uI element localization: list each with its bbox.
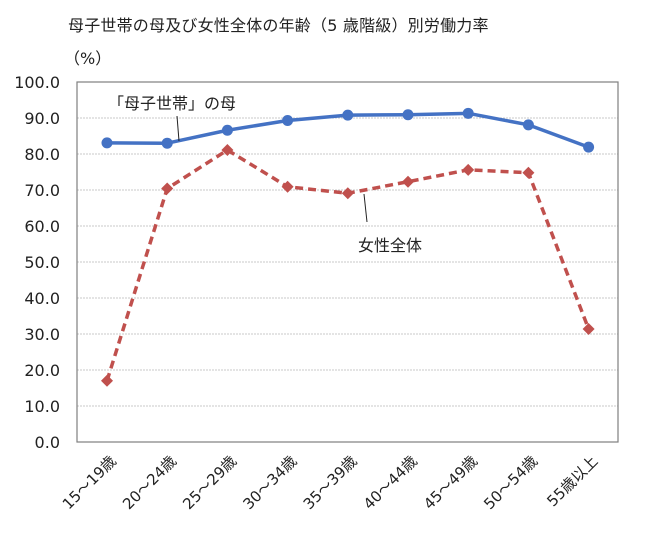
series-line <box>105 148 591 382</box>
chart-title: 母子世帯の母及び女性全体の年齢（5 歳階級）別労働力率 <box>68 16 489 35</box>
x-tick-label: 55歳以上 <box>543 452 601 510</box>
data-point-marker <box>281 180 294 193</box>
data-point-marker <box>161 137 173 149</box>
x-tick-label: 25～29歳 <box>179 452 240 513</box>
y-axis-unit-label: （%） <box>64 49 112 68</box>
data-point-marker <box>101 137 113 149</box>
y-tick-label: 60.0 <box>24 217 60 236</box>
women-series-label: 女性全体 <box>358 236 422 255</box>
x-tick-label: 35～39歳 <box>300 452 361 513</box>
data-point-marker <box>101 374 113 387</box>
data-point-marker <box>342 109 354 121</box>
mother-series-label: 「母子世帯」の母 <box>108 94 236 113</box>
x-tick-label: 20～24歳 <box>119 452 180 513</box>
x-tick-label: 15～19歳 <box>59 452 120 513</box>
y-tick-label: 90.0 <box>24 109 60 128</box>
data-point-marker <box>582 322 595 335</box>
x-tick-label: 40～44歳 <box>360 452 421 513</box>
y-tick-label: 50.0 <box>24 253 60 272</box>
series-lines <box>101 107 595 387</box>
data-point-marker <box>583 141 595 153</box>
series-mother <box>101 107 595 153</box>
gridlines <box>77 117 618 407</box>
x-tick-label: 50～54歳 <box>480 452 541 513</box>
series-women <box>101 144 595 387</box>
annotations: 「母子世帯」の母 女性全体 <box>108 94 422 255</box>
data-point-marker <box>402 109 414 121</box>
y-tick-label: 30.0 <box>24 325 60 344</box>
y-tick-label: 40.0 <box>24 289 60 308</box>
x-axis-ticks: 15～19歳 20～24歳 25～29歳 30～34歳 35～39歳 40～44歳 45～4… <box>59 452 602 513</box>
data-point-marker <box>221 144 234 157</box>
plot-area-frame <box>76 81 619 443</box>
y-tick-label: 100.0 <box>14 73 60 92</box>
y-tick-label: 70.0 <box>24 181 60 200</box>
y-tick-label: 10.0 <box>24 397 60 416</box>
y-tick-label: 0.0 <box>35 433 60 452</box>
data-point-marker <box>221 124 233 136</box>
data-point-marker <box>522 166 535 179</box>
data-point-marker <box>462 107 474 119</box>
x-tick-label: 30～34歳 <box>239 452 300 513</box>
data-point-marker <box>161 182 174 195</box>
y-axis-ticks: 0.0 10.0 20.0 30.0 40.0 50.0 60.0 70.0 80.0 90.0 1… <box>14 73 60 452</box>
women-leader-line <box>363 193 368 223</box>
data-point-marker <box>462 163 475 176</box>
data-point-marker <box>402 175 414 188</box>
data-point-marker <box>522 119 534 131</box>
mother-leader-line <box>176 115 180 142</box>
data-point-marker <box>341 187 354 200</box>
y-tick-label: 20.0 <box>24 361 60 380</box>
x-tick-label: 45～49歳 <box>420 452 481 513</box>
data-point-marker <box>282 115 294 127</box>
y-tick-label: 80.0 <box>24 145 60 164</box>
